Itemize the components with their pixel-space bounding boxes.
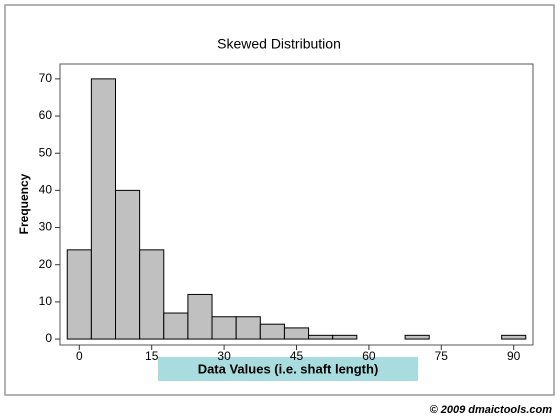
y-tick-label: 30 (39, 220, 53, 234)
bar (501, 334, 527, 340)
x-tick-label: 45 (290, 349, 304, 363)
bar (211, 316, 237, 340)
x-tick-label: 60 (362, 349, 376, 363)
x-tick-label: 30 (217, 349, 231, 363)
x-tick-label: 15 (145, 349, 159, 363)
bar (115, 189, 141, 340)
x-tick-label: 0 (76, 349, 83, 363)
x-axis-label: Data Values (i.e. shaft length) (198, 361, 379, 376)
bar (259, 323, 285, 340)
x-tick-label: 75 (435, 349, 449, 363)
copyright: © 2009 dmaictools.com (430, 404, 553, 416)
y-tick-label: 40 (39, 183, 53, 197)
bar (404, 334, 430, 340)
y-tick-label: 10 (39, 294, 53, 308)
bar (332, 334, 358, 340)
x-label-box (158, 357, 418, 381)
bar (235, 316, 261, 340)
y-tick-label: 70 (39, 71, 53, 85)
bar (308, 334, 334, 340)
bar (139, 249, 165, 340)
bar (163, 312, 189, 340)
x-tick-label: 90 (507, 349, 521, 363)
bar (66, 249, 92, 340)
y-tick-label: 0 (45, 331, 52, 345)
y-tick-label: 20 (39, 257, 53, 271)
chart-title: Skewed Distribution (217, 36, 341, 52)
bar (283, 327, 310, 340)
bar (90, 78, 117, 340)
y-tick-label: 60 (39, 108, 53, 122)
bar (187, 293, 213, 340)
y-axis-label: Frequency (17, 173, 31, 234)
y-tick-label: 50 (39, 145, 53, 159)
